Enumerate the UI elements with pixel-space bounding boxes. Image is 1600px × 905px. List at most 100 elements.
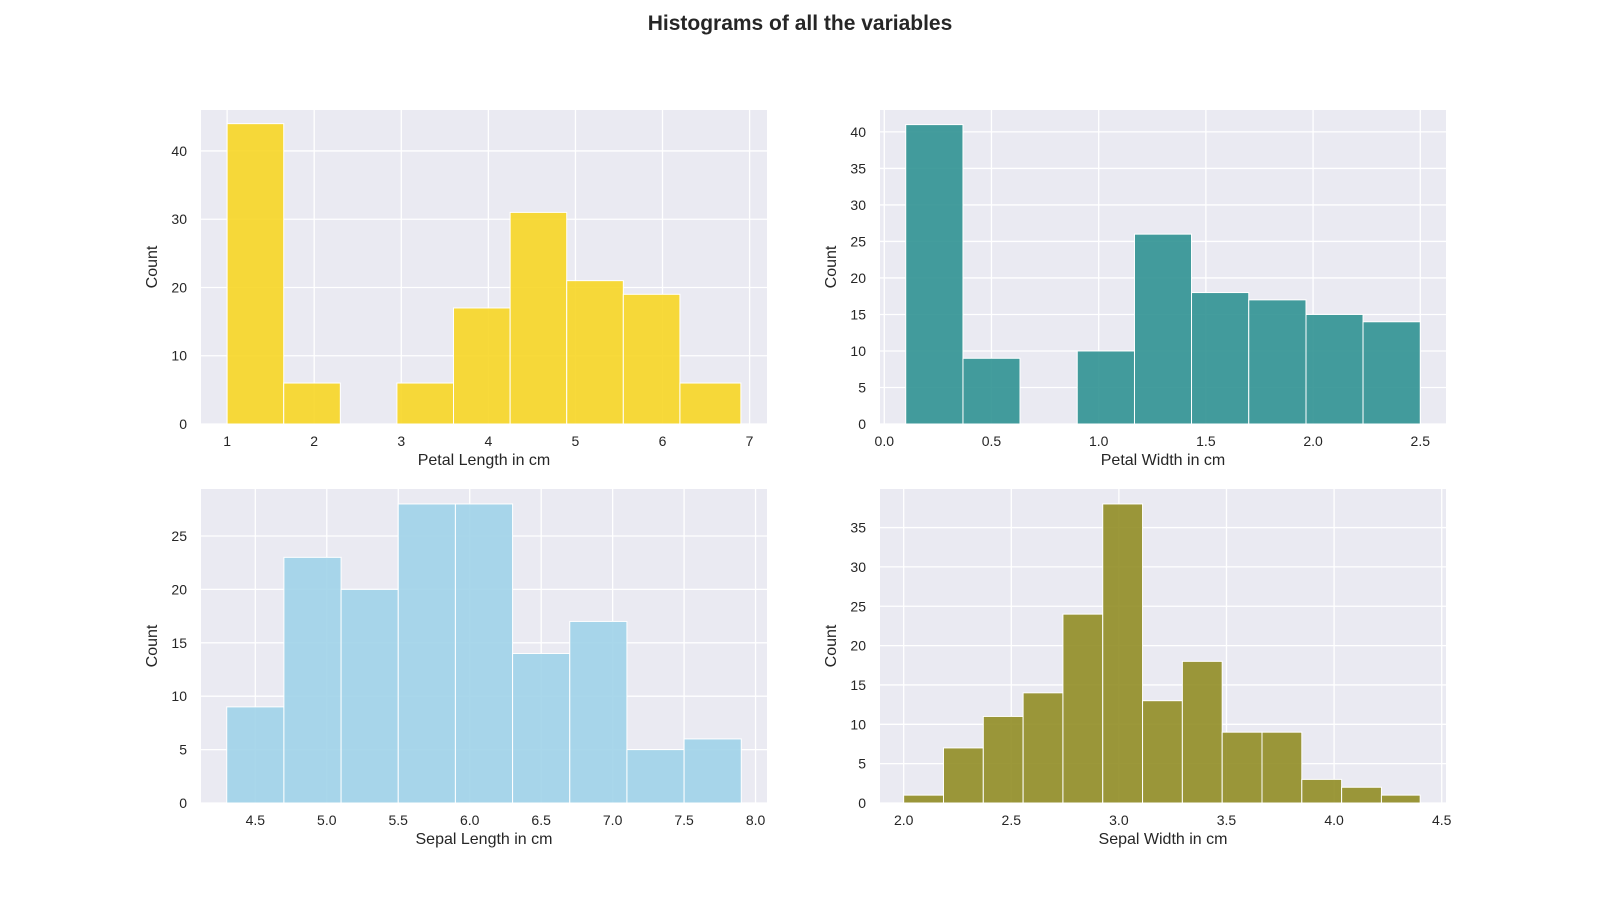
histogram-bar xyxy=(569,620,628,804)
x-axis-label: Sepal Width in cm xyxy=(1099,831,1228,848)
histogram-bar xyxy=(905,124,964,425)
y-tick-label: 20 xyxy=(850,638,866,654)
histogram-bar xyxy=(283,382,341,425)
x-tick-label: 7 xyxy=(746,433,754,449)
x-tick-label: 6 xyxy=(659,433,667,449)
x-tick-label: 0.5 xyxy=(982,433,1002,449)
histogram-bar xyxy=(1261,731,1303,804)
x-axis-label: Petal Length in cm xyxy=(418,452,551,469)
histogram-bar xyxy=(1142,700,1183,804)
histogram-bar xyxy=(1380,794,1421,804)
x-tick-label: 1 xyxy=(223,433,231,449)
histogram-bar xyxy=(340,588,399,804)
y-tick-label: 10 xyxy=(171,348,187,364)
x-tick-label: 4.5 xyxy=(246,812,266,828)
x-tick-label: 3 xyxy=(397,433,405,449)
histogram-bar xyxy=(962,357,1021,425)
histogram-bar xyxy=(396,382,455,425)
y-tick-label: 30 xyxy=(850,559,866,575)
histogram-bar xyxy=(1102,503,1144,804)
x-axis-label: Sepal Length in cm xyxy=(416,831,553,848)
histogram-bar xyxy=(626,749,685,804)
histogram-bar xyxy=(397,503,456,804)
y-tick-label: 30 xyxy=(850,197,866,213)
histogram-bar xyxy=(903,794,944,804)
histogram-bar xyxy=(679,382,742,425)
y-tick-label: 15 xyxy=(850,677,866,693)
y-tick-label: 5 xyxy=(858,379,866,395)
histogram-bar xyxy=(1076,350,1135,425)
y-tick-label: 0 xyxy=(858,416,866,432)
x-tick-label: 3.0 xyxy=(1109,812,1129,828)
histogram-panel-3: 4.5 5.0 5.5 6.0 6.5 7.0 7.5 8.0 0 5 10 15 20 25 Sepal … xyxy=(144,489,767,848)
y-axis-label: Count xyxy=(144,624,161,667)
histogram-panel-2: 0.0 0.5 1.0 1.5 2.0 2.5 0 5 10 15 20 25 30 35 40 Petal … xyxy=(823,110,1446,469)
x-tick-label: 2.5 xyxy=(1411,433,1431,449)
y-tick-label: 10 xyxy=(171,688,187,704)
histogram-bar xyxy=(1133,233,1193,425)
x-tick-label: 6.0 xyxy=(460,812,480,828)
y-axis-label: Count xyxy=(823,245,840,288)
y-tick-label: 25 xyxy=(850,598,866,614)
y-axis-label: Count xyxy=(823,624,840,667)
y-tick-label: 0 xyxy=(858,795,866,811)
histogram-bar xyxy=(453,307,511,425)
histogram-bar xyxy=(1191,292,1250,425)
x-tick-label: 4.0 xyxy=(1324,812,1344,828)
histogram-bar xyxy=(942,747,984,804)
y-tick-label: 35 xyxy=(850,520,866,536)
y-tick-label: 35 xyxy=(850,160,866,176)
histogram-bar xyxy=(226,706,285,804)
histogram-bar xyxy=(1221,731,1263,804)
figure-title: Histograms of all the variables xyxy=(647,12,953,35)
histogram-panel-4: 2.0 2.5 3.0 3.5 4.0 4.5 0 5 10 15 20 25 30 35 Sepal Wi… xyxy=(823,489,1452,848)
x-tick-label: 3.5 xyxy=(1217,812,1237,828)
y-tick-label: 30 xyxy=(171,211,187,227)
x-tick-label: 2.0 xyxy=(894,812,914,828)
histogram-panel-1: 1 2 3 4 5 6 7 0 10 20 30 40 Petal Length in cm Count xyxy=(144,110,767,469)
histogram-bar xyxy=(509,211,568,425)
histogram-bar xyxy=(1248,299,1307,425)
x-tick-label: 2 xyxy=(310,433,318,449)
x-tick-label: 4 xyxy=(484,433,492,449)
histogram-bar xyxy=(226,123,285,425)
y-tick-label: 5 xyxy=(858,756,866,772)
y-tick-label: 15 xyxy=(171,635,187,651)
histogram-bar xyxy=(1341,786,1382,804)
x-tick-label: 2.5 xyxy=(1002,812,1022,828)
x-tick-label: 5.0 xyxy=(317,812,337,828)
x-tick-label: 6.5 xyxy=(531,812,551,828)
x-tick-label: 5 xyxy=(572,433,580,449)
x-tick-label: 2.0 xyxy=(1303,433,1323,449)
histogram-bar xyxy=(1181,660,1223,804)
y-tick-label: 5 xyxy=(179,742,187,758)
y-tick-label: 10 xyxy=(850,716,866,732)
y-tick-label: 0 xyxy=(179,416,187,432)
histogram-bar xyxy=(512,652,571,804)
y-tick-label: 20 xyxy=(171,581,187,597)
x-tick-label: 1.0 xyxy=(1089,433,1109,449)
x-tick-label: 1.5 xyxy=(1196,433,1216,449)
histogram-bar xyxy=(566,280,624,425)
x-tick-label: 0.0 xyxy=(875,433,895,449)
histogram-bar xyxy=(982,715,1024,804)
y-tick-label: 20 xyxy=(850,270,866,286)
histogram-bar xyxy=(622,293,681,425)
x-tick-label: 4.5 xyxy=(1432,812,1452,828)
x-axis-label: Petal Width in cm xyxy=(1101,452,1225,469)
y-axis-label: Count xyxy=(144,245,161,288)
histogram-bar xyxy=(1305,313,1364,425)
y-tick-label: 10 xyxy=(850,343,866,359)
y-tick-label: 40 xyxy=(171,143,187,159)
histogram-bar xyxy=(454,503,514,804)
histogram-bar xyxy=(283,556,342,804)
y-tick-label: 0 xyxy=(179,795,187,811)
histogram-bar xyxy=(1362,321,1421,425)
x-tick-label: 7.5 xyxy=(674,812,694,828)
histogram-bar xyxy=(1301,778,1343,804)
y-tick-label: 25 xyxy=(850,233,866,249)
x-tick-label: 7.0 xyxy=(603,812,623,828)
y-tick-label: 40 xyxy=(850,124,866,140)
